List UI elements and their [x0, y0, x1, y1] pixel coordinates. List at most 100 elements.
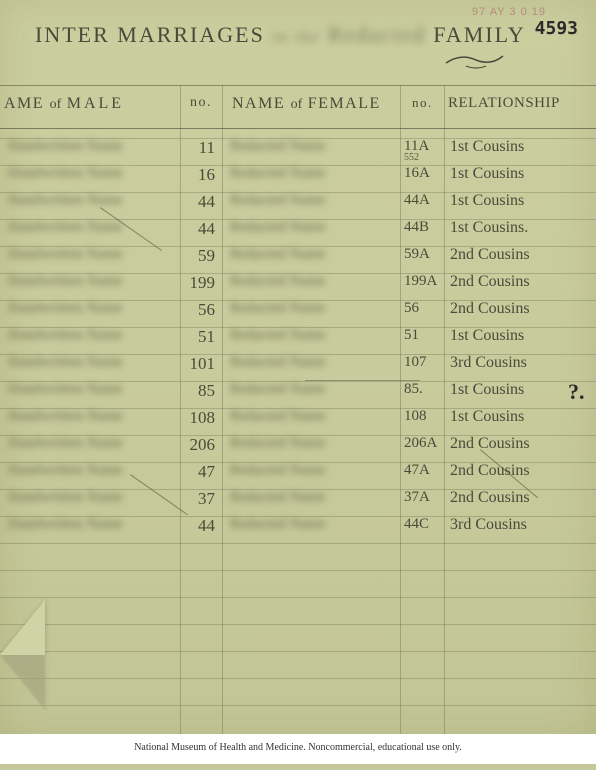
header-no-male: no.: [190, 95, 212, 111]
relationship-text: 2nd Cousins: [450, 246, 530, 264]
female-name-redacted: Redacted Name: [230, 219, 325, 236]
header-male: AME of MALE: [4, 95, 124, 113]
male-number: 59: [183, 246, 215, 266]
inline-annotation: 552: [404, 152, 419, 163]
data-rows-container: Handwritten Name11Redacted Name11A1st Co…: [0, 138, 596, 543]
ruled-line: [0, 678, 596, 679]
female-number: 51: [404, 327, 419, 344]
table-row: Handwritten Name44Redacted Name44C3rd Co…: [0, 516, 596, 543]
male-number: 44: [183, 192, 215, 212]
relationship-text: 3rd Cousins: [450, 516, 527, 534]
relationship-text: 2nd Cousins: [450, 300, 530, 318]
relationship-text: 2nd Cousins: [450, 435, 530, 453]
relationship-text: 1st Cousins: [450, 192, 524, 210]
relationship-text: 2nd Cousins: [450, 462, 530, 480]
female-name-redacted: Redacted Name: [230, 165, 325, 182]
table-row: Handwritten Name 199 Redacted Name 199A 2nd …: [0, 273, 596, 300]
male-number: 199: [183, 273, 215, 293]
female-name-redacted: Redacted Name: [230, 462, 325, 479]
relationship-text: 1st Cousins: [450, 165, 524, 183]
male-name-redacted: Handwritten Name: [8, 516, 123, 533]
title-prefix: INTER MARRIAGES: [35, 22, 265, 47]
female-number: 47A: [404, 462, 430, 479]
table-row: Handwritten Name37Redacted Name37A2nd Co…: [0, 489, 596, 516]
female-name-redacted: Redacted Name: [230, 273, 325, 290]
male-name-redacted: Handwritten Name: [8, 165, 123, 182]
document-number-stamp: 4593: [535, 18, 578, 39]
question-mark-annotation: ?.: [568, 379, 585, 405]
male-number: 44: [183, 516, 215, 536]
table-row: Handwritten Name16Redacted Name16A1st Co…: [0, 165, 596, 192]
table-row: Handwritten Name 47 Redacted Name 47A 2nd Co…: [0, 462, 596, 489]
table-row: Handwritten Name85Redacted Name85.1st Co…: [0, 381, 596, 408]
male-name-redacted: Handwritten Name: [8, 435, 123, 452]
ruled-line: [0, 543, 596, 544]
male-number: 108: [183, 408, 215, 428]
female-name-redacted: Redacted Name: [230, 327, 325, 344]
female-number: 59A: [404, 246, 430, 263]
male-number: 206: [183, 435, 215, 455]
male-number: 11: [183, 138, 215, 158]
male-name-redacted: Handwritten Name: [8, 219, 123, 236]
ruled-line: [0, 651, 596, 652]
ledger-paper: 97 AY 3 0 19 4593 INTER MARRIAGES in the…: [0, 0, 596, 740]
female-name-redacted: Redacted Name: [230, 435, 325, 452]
relationship-text: 2nd Cousins: [450, 273, 530, 291]
relationship-text: 1st Cousins: [450, 381, 524, 399]
header-topline: [0, 85, 596, 86]
header-relationship: RELATIONSHIP: [448, 95, 560, 112]
table-row: Handwritten Name44Redacted Name44A1st Co…: [0, 192, 596, 219]
male-number: 47: [183, 462, 215, 482]
flourish-mark: [441, 48, 511, 73]
female-name-redacted: Redacted Name: [230, 408, 325, 425]
female-number: 206A: [404, 435, 437, 452]
male-name-redacted: Handwritten Name: [8, 354, 123, 371]
table-row: Handwritten Name 206 Redacted Name 206A 2nd …: [0, 435, 596, 462]
table-row: Handwritten Name11Redacted Name11A1st Co…: [0, 138, 596, 165]
relationship-text: 1st Cousins: [450, 138, 524, 156]
title-suffix: FAMILY: [433, 22, 526, 47]
male-number: 101: [183, 354, 215, 374]
ruled-line: [0, 570, 596, 571]
title-mid: in the: [272, 29, 320, 47]
table-row: Handwritten Name108Redacted Name1081st C…: [0, 408, 596, 435]
male-name-redacted: Handwritten Name: [8, 273, 123, 290]
header-female: NAME of FEMALE: [232, 95, 381, 113]
table-row: Handwritten Name56Redacted Name562nd Cou…: [0, 300, 596, 327]
relationship-text: 3rd Cousins: [450, 354, 527, 372]
column-headers: AME of MALE no. NAME of FEMALE no. RELAT…: [0, 95, 596, 130]
table-row: Handwritten Name101Redacted Name1073rd C…: [0, 354, 596, 381]
title-redacted-name: Redacted: [328, 22, 426, 48]
male-name-redacted: Handwritten Name: [8, 489, 123, 506]
male-name-redacted: Handwritten Name: [8, 138, 123, 155]
male-name-redacted: Handwritten Name: [8, 300, 123, 317]
table-row: Handwritten Name59Redacted Name59A2nd Co…: [0, 246, 596, 273]
document-title: INTER MARRIAGES in the Redacted FAMILY: [35, 22, 526, 48]
relationship-text: 1st Cousins.: [450, 219, 528, 237]
female-name-redacted: Redacted Name: [230, 354, 325, 371]
folded-corner: [0, 655, 45, 710]
dash-mark: [305, 380, 420, 381]
relationship-text: 1st Cousins: [450, 327, 524, 345]
faint-date-stamp: 97 AY 3 0 19: [472, 6, 546, 18]
table-row: Handwritten Name44Redacted Name44B1st Co…: [0, 219, 596, 246]
ruled-line: [0, 624, 596, 625]
image-credit: National Museum of Health and Medicine. …: [0, 734, 596, 764]
female-name-redacted: Redacted Name: [230, 246, 325, 263]
female-number: 199A: [404, 273, 437, 290]
male-number: 56: [183, 300, 215, 320]
male-name-redacted: Handwritten Name: [8, 381, 123, 398]
female-number: 85.: [404, 381, 423, 398]
male-number: 51: [183, 327, 215, 347]
male-name-redacted: Handwritten Name: [8, 327, 123, 344]
relationship-text: 2nd Cousins: [450, 489, 530, 507]
male-number: 85: [183, 381, 215, 401]
male-number: 37: [183, 489, 215, 509]
female-name-redacted: Redacted Name: [230, 138, 325, 155]
female-number: 44C: [404, 516, 429, 533]
male-name-redacted: Handwritten Name: [8, 462, 123, 479]
ruled-line: [0, 597, 596, 598]
male-number: 16: [183, 165, 215, 185]
table-row: Handwritten Name 51 Redacted Name 51 1st Cou…: [0, 327, 596, 354]
female-number: 44A: [404, 192, 430, 209]
